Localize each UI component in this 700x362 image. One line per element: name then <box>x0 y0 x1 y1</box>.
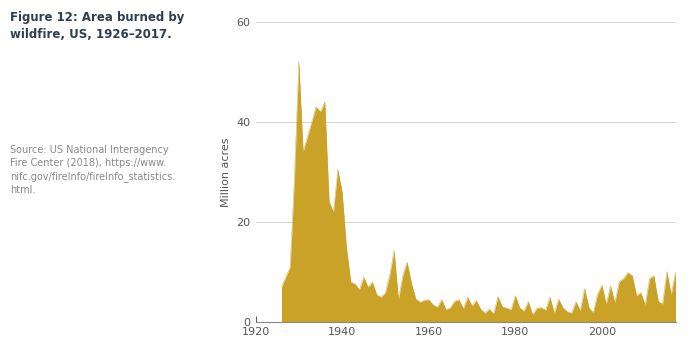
Text: Figure 12: Area burned by
wildfire, US, 1926–2017.: Figure 12: Area burned by wildfire, US, … <box>10 11 185 41</box>
Y-axis label: Million acres: Million acres <box>221 137 231 207</box>
Text: Source: US National Interagency
Fire Center (2018), https://www.
nifc.gov/fireIn: Source: US National Interagency Fire Cen… <box>10 145 176 195</box>
